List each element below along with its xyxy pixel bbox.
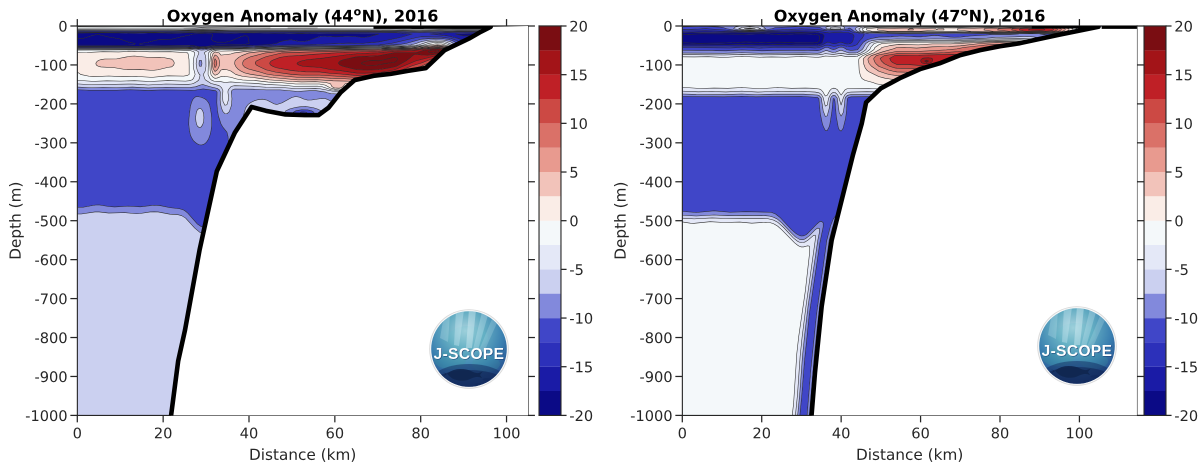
- svg-text:J-SCOPE: J-SCOPE: [1042, 344, 1113, 361]
- svg-text:J-SCOPE: J-SCOPE: [1042, 343, 1113, 360]
- svg-text:J-SCOPE: J-SCOPE: [434, 346, 505, 363]
- svg-text:J-SCOPE: J-SCOPE: [434, 347, 505, 364]
